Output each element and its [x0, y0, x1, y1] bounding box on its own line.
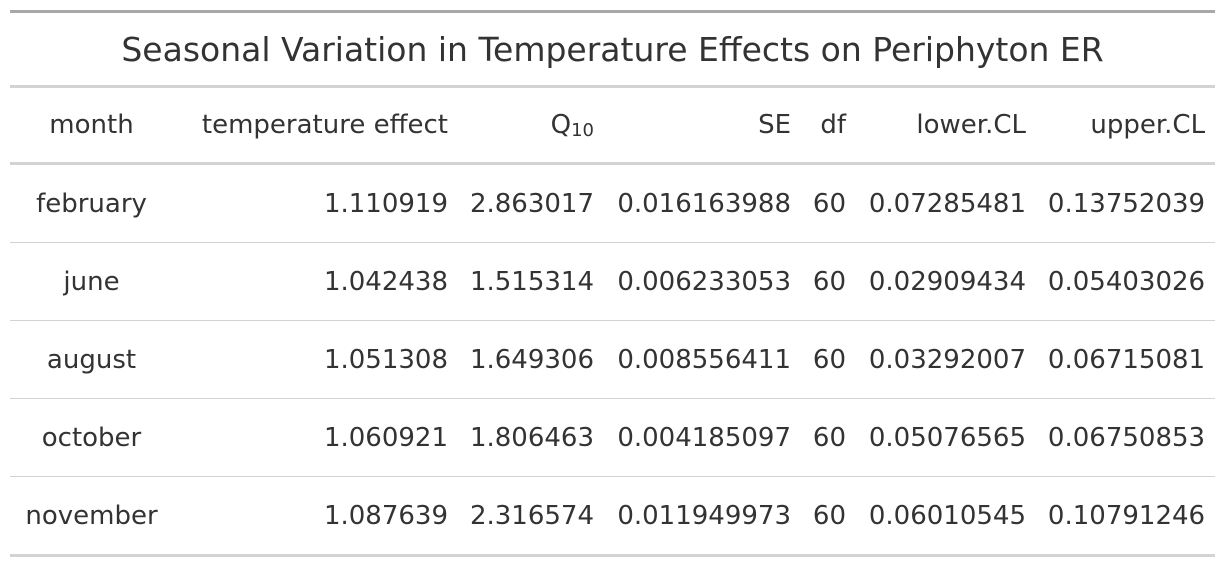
cell-lower-cl: 0.06010545 — [856, 476, 1036, 556]
results-table-container: Seasonal Variation in Temperature Effect… — [10, 10, 1216, 557]
cell-df: 60 — [801, 476, 856, 556]
cell-upper-cl: 0.13752039 — [1047, 188, 1206, 219]
q10-subscript: 10 — [571, 119, 594, 141]
header-row: month temperature effect Q10 SE df lower… — [10, 86, 1216, 165]
cell-q10: 1.649306 — [458, 320, 604, 399]
cell-month: november — [10, 476, 173, 556]
cell-se: 0.004185097 — [604, 398, 801, 477]
cell-se: 0.006233053 — [604, 242, 801, 321]
cell-lower-cl: 0.07285481 — [868, 188, 1026, 219]
cell-df: 60 — [801, 398, 856, 477]
cell-upper-cl: 0.06715081 — [1036, 320, 1216, 399]
cell-lower-cl: 0.02909434 — [856, 242, 1036, 321]
cell-q10: 2.316574 — [458, 476, 604, 556]
column-header-lower-cl: lower.CL — [856, 86, 1036, 165]
column-header-se: SE — [604, 86, 801, 165]
cell-se: 0.011949973 — [604, 476, 801, 556]
cell-upper-cl: 0.06750853 — [1036, 398, 1216, 477]
cell-q10: 1.806463 — [458, 398, 604, 477]
cell-temperature-effect: 1.060921 — [173, 398, 458, 477]
column-header-q10: Q10 — [458, 86, 604, 165]
table-row: august 1.051308 1.649306 0.008556411 60 … — [10, 320, 1216, 399]
cell-df: 60 — [812, 188, 846, 219]
title-row: Seasonal Variation in Temperature Effect… — [10, 11, 1216, 88]
table-title: Seasonal Variation in Temperature Effect… — [10, 11, 1216, 88]
cell-temperature-effect: 1.087639 — [173, 476, 458, 556]
cell-lower-cl: 0.05076565 — [856, 398, 1036, 477]
column-header-month: month — [10, 86, 173, 165]
cell-df: 60 — [801, 242, 856, 321]
q10-base: Q — [550, 109, 572, 140]
cell-month: august — [10, 320, 173, 399]
cell-temperature-effect: 1.051308 — [173, 320, 458, 399]
cell-month: october — [10, 398, 173, 477]
column-header-df: df — [801, 86, 856, 165]
cell-df: 60 — [801, 320, 856, 399]
column-header-upper-cl: upper.CL — [1036, 86, 1216, 165]
table-row: november 1.087639 2.316574 0.011949973 6… — [10, 476, 1216, 556]
cell-q10: 1.515314 — [458, 242, 604, 321]
cell-q10: 2.863017 — [469, 188, 594, 219]
cell-se: 0.008556411 — [604, 320, 801, 399]
cell-upper-cl: 0.05403026 — [1036, 242, 1216, 321]
cell-lower-cl: 0.03292007 — [856, 320, 1036, 399]
table-row: february 1.110919 2.863017 0.016163988 6… — [10, 164, 1215, 243]
column-header-temperature-effect: temperature effect — [173, 86, 458, 165]
table-row: june 1.042438 1.515314 0.006233053 60 0.… — [10, 242, 1216, 321]
table-row: october 1.060921 1.806463 0.004185097 60… — [10, 398, 1216, 477]
results-table: Seasonal Variation in Temperature Effect… — [10, 10, 1216, 557]
cell-se: 0.016163988 — [617, 188, 791, 219]
cell-temperature-effect: 1.110919 — [323, 188, 448, 219]
cell-month: june — [10, 242, 173, 321]
cell-temperature-effect: 1.042438 — [173, 242, 458, 321]
cell-month: february — [36, 188, 147, 219]
cell-upper-cl: 0.10791246 — [1036, 476, 1216, 556]
